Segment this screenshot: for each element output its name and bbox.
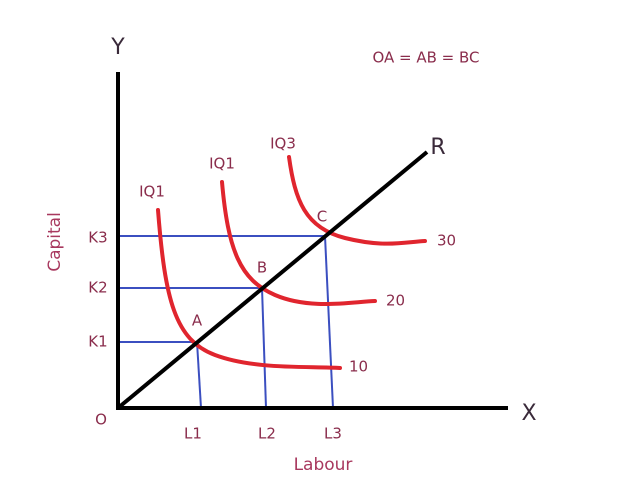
origin-label: O [95, 411, 107, 429]
isoquant-curve [220, 180, 377, 307]
ray-label: R [430, 135, 445, 160]
guide-l3 [324, 235, 334, 409]
point-label: A [192, 312, 203, 330]
capital-level: K2 [88, 279, 107, 297]
guide-l2 [261, 287, 267, 409]
isoquant-curve [156, 208, 342, 370]
guide-l1 [196, 341, 202, 409]
isoquant-label: IQ3 [270, 135, 296, 153]
labour-level: L3 [324, 425, 342, 443]
note: OA = AB = BC [372, 49, 479, 67]
isoquant-curve [287, 155, 427, 246]
capital-level: K3 [88, 229, 107, 247]
labour-level: L1 [184, 425, 202, 443]
x-axis-label: X [521, 401, 536, 426]
isoquant-label: IQ1 [139, 183, 165, 201]
capital-level: K1 [88, 333, 107, 351]
point-label: C [317, 208, 327, 226]
isoquant-label: IQ1 [209, 155, 235, 173]
output-label: 20 [386, 292, 405, 310]
output-label: 30 [437, 232, 456, 250]
x-title: Labour [294, 455, 353, 475]
point-label: B [257, 259, 267, 277]
labour-level: L2 [258, 425, 276, 443]
y-title: Capital [45, 212, 65, 272]
expansion-ray [116, 150, 429, 410]
output-label: 10 [349, 358, 368, 376]
y-axis-label: Y [110, 35, 125, 60]
